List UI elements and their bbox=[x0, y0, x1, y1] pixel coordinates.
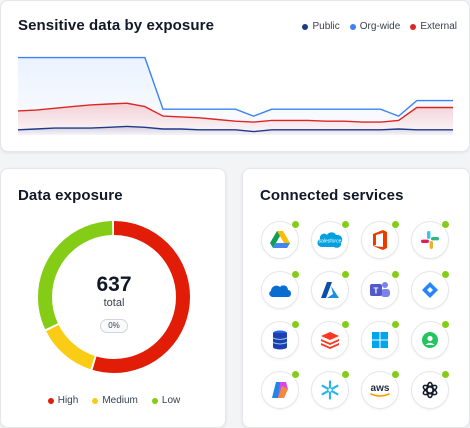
copilot-icon bbox=[272, 382, 288, 398]
svg-text:T: T bbox=[374, 287, 379, 296]
donut-legend-dot-low bbox=[151, 397, 158, 404]
legend-label-public: Public bbox=[312, 21, 340, 32]
service-google-drive[interactable] bbox=[261, 220, 300, 259]
legend-item-external[interactable]: External bbox=[410, 21, 457, 32]
legend-item-public[interactable]: Public bbox=[302, 21, 340, 32]
onedrive-icon bbox=[269, 285, 291, 297]
donut-legend-label-high: High bbox=[57, 395, 79, 406]
service-snowflake[interactable] bbox=[311, 370, 350, 409]
donut-legend-dot-medium bbox=[92, 397, 99, 404]
snowflake-icon bbox=[321, 380, 339, 400]
circle-app-icon bbox=[422, 332, 438, 348]
google-drive-icon bbox=[270, 231, 290, 248]
status-dot bbox=[441, 220, 450, 229]
status-dot bbox=[391, 370, 400, 379]
data-exposure-card: Data exposure 637 total 0% High Medium L… bbox=[0, 168, 226, 428]
donut-legend-label-low: Low bbox=[161, 395, 181, 406]
service-windows[interactable] bbox=[361, 320, 400, 359]
series-line-org-wide[interactable] bbox=[18, 56, 453, 117]
windows-icon bbox=[372, 332, 388, 348]
donut-legend-low[interactable]: Low bbox=[151, 395, 181, 406]
service-teams[interactable]: T bbox=[361, 270, 400, 309]
series-line-external[interactable] bbox=[17, 102, 453, 123]
service-azure[interactable] bbox=[311, 270, 350, 309]
status-dot bbox=[391, 220, 400, 229]
office-icon bbox=[373, 230, 387, 250]
legend-item-org-wide[interactable]: Org-wide bbox=[349, 21, 401, 32]
series-line-public[interactable] bbox=[17, 125, 453, 133]
database-icon bbox=[272, 330, 288, 350]
openai-icon bbox=[422, 381, 438, 399]
status-dot bbox=[391, 320, 400, 329]
azure-icon bbox=[321, 282, 339, 298]
exposure-chart-title: Sensitive data by exposure bbox=[18, 17, 215, 34]
status-dot bbox=[441, 270, 450, 279]
service-office[interactable] bbox=[361, 220, 400, 259]
legend-dot-external bbox=[410, 23, 417, 30]
status-dot bbox=[341, 220, 350, 229]
service-salesforce[interactable]: salesforce bbox=[311, 220, 350, 259]
legend-label-org-wide: Org-wide bbox=[359, 21, 401, 32]
status-dot bbox=[291, 320, 300, 329]
exposure-chart-legend: Public Org-wide External bbox=[302, 21, 457, 32]
exposure-chart-card: Sensitive data by exposure Public Org-wi… bbox=[0, 0, 470, 152]
legend-label-external: External bbox=[420, 21, 457, 32]
data-exposure-title: Data exposure bbox=[18, 187, 123, 204]
status-dot bbox=[341, 320, 350, 329]
connected-services-title: Connected services bbox=[260, 187, 404, 204]
donut-total-label: total bbox=[103, 297, 125, 309]
legend-dot-org-wide bbox=[349, 23, 356, 30]
data-exposure-donut bbox=[38, 221, 190, 373]
status-dot bbox=[291, 270, 300, 279]
service-circle-app[interactable] bbox=[411, 320, 450, 359]
donut-total-value: 637 bbox=[96, 273, 132, 296]
service-jira[interactable] bbox=[411, 270, 450, 309]
service-openai[interactable] bbox=[411, 370, 450, 409]
databricks-icon bbox=[321, 332, 339, 349]
donut-slice-high[interactable] bbox=[38, 221, 190, 373]
series-area-public bbox=[18, 126, 453, 135]
status-dot bbox=[391, 270, 400, 279]
status-dot bbox=[291, 370, 300, 379]
connected-services-card: Connected services salesforce bbox=[242, 168, 470, 428]
service-database[interactable] bbox=[261, 320, 300, 359]
donut-legend-medium[interactable]: Medium bbox=[92, 395, 138, 406]
slack-icon bbox=[421, 231, 439, 249]
salesforce-icon: salesforce bbox=[317, 232, 343, 248]
aws-text: aws bbox=[371, 383, 390, 394]
donut-slice-low[interactable] bbox=[38, 221, 190, 373]
teams-icon: T bbox=[370, 282, 390, 297]
aws-icon: aws bbox=[370, 383, 390, 397]
donut-legend-label-medium: Medium bbox=[102, 395, 138, 406]
legend-dot-public bbox=[302, 23, 309, 30]
service-aws[interactable]: aws bbox=[361, 370, 400, 409]
salesforce-text: salesforce bbox=[319, 239, 342, 245]
status-dot bbox=[441, 320, 450, 329]
status-dot bbox=[341, 370, 350, 379]
status-dot bbox=[291, 220, 300, 229]
service-onedrive[interactable] bbox=[261, 270, 300, 309]
service-copilot[interactable] bbox=[261, 370, 300, 409]
status-dot bbox=[341, 270, 350, 279]
exposure-chart bbox=[17, 56, 453, 135]
status-dot bbox=[441, 370, 450, 379]
donut-change-badge: 0% bbox=[100, 319, 128, 333]
donut-legend-high[interactable]: High bbox=[47, 395, 79, 406]
service-slack[interactable] bbox=[411, 220, 450, 259]
donut-legend-dot-high bbox=[47, 397, 54, 404]
donut-legend: High Medium Low bbox=[1, 395, 227, 406]
service-databricks[interactable] bbox=[311, 320, 350, 359]
jira-icon bbox=[422, 282, 438, 298]
